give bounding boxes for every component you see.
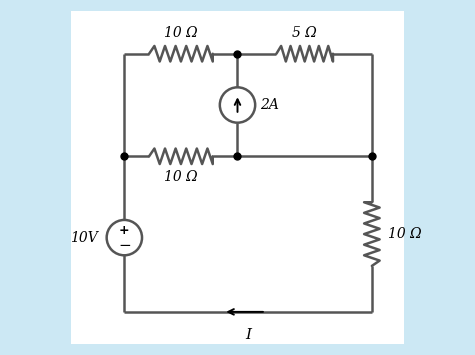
Text: 10 Ω: 10 Ω	[164, 170, 198, 184]
Circle shape	[220, 87, 255, 123]
Text: 10V: 10V	[70, 231, 98, 245]
Text: 10 Ω: 10 Ω	[164, 26, 198, 40]
Circle shape	[107, 220, 142, 255]
Text: 2A: 2A	[260, 98, 279, 112]
Text: 5 Ω: 5 Ω	[292, 26, 317, 40]
FancyBboxPatch shape	[71, 11, 404, 344]
Text: 10 Ω: 10 Ω	[388, 227, 421, 241]
Text: −: −	[118, 238, 131, 253]
Text: +: +	[119, 224, 130, 237]
Text: I: I	[245, 328, 251, 342]
